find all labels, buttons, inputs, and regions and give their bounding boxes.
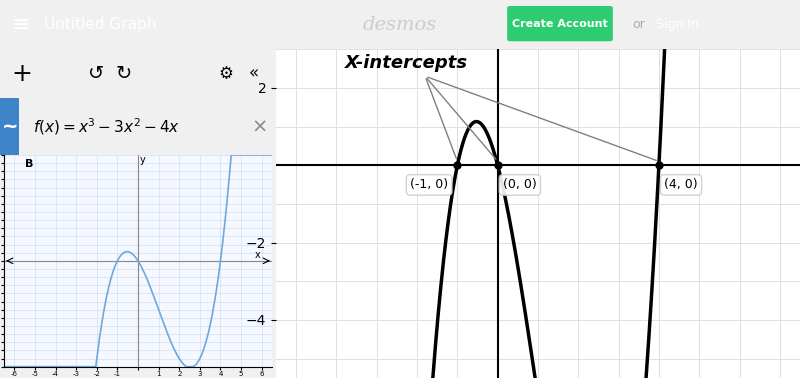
FancyBboxPatch shape bbox=[507, 6, 613, 41]
Text: ⚙: ⚙ bbox=[219, 65, 234, 83]
Text: Sign In: Sign In bbox=[656, 18, 699, 31]
Text: ≡: ≡ bbox=[12, 15, 30, 34]
Text: x: x bbox=[254, 249, 261, 260]
Text: (4, 0): (4, 0) bbox=[664, 178, 698, 191]
Text: $f(x) = x^3 - 3x^2 - 4x$: $f(x) = x^3 - 3x^2 - 4x$ bbox=[33, 116, 180, 137]
Text: +: + bbox=[11, 62, 32, 86]
Bar bbox=[0, 98, 19, 155]
Text: «: « bbox=[249, 65, 259, 83]
Text: ×: × bbox=[251, 117, 268, 136]
Text: y: y bbox=[139, 155, 145, 165]
Text: ~: ~ bbox=[2, 117, 18, 136]
Text: Create Account: Create Account bbox=[512, 19, 608, 29]
Text: (0, 0): (0, 0) bbox=[503, 178, 537, 191]
Text: Untitled Graph: Untitled Graph bbox=[44, 17, 157, 32]
Text: desmos: desmos bbox=[363, 15, 437, 34]
Text: ↺: ↺ bbox=[89, 64, 105, 83]
Text: (-1, 0): (-1, 0) bbox=[410, 178, 448, 191]
Text: B: B bbox=[25, 159, 33, 169]
Text: or: or bbox=[632, 18, 645, 31]
Text: ↻: ↻ bbox=[116, 64, 132, 83]
Text: X-intercepts: X-intercepts bbox=[345, 54, 468, 73]
